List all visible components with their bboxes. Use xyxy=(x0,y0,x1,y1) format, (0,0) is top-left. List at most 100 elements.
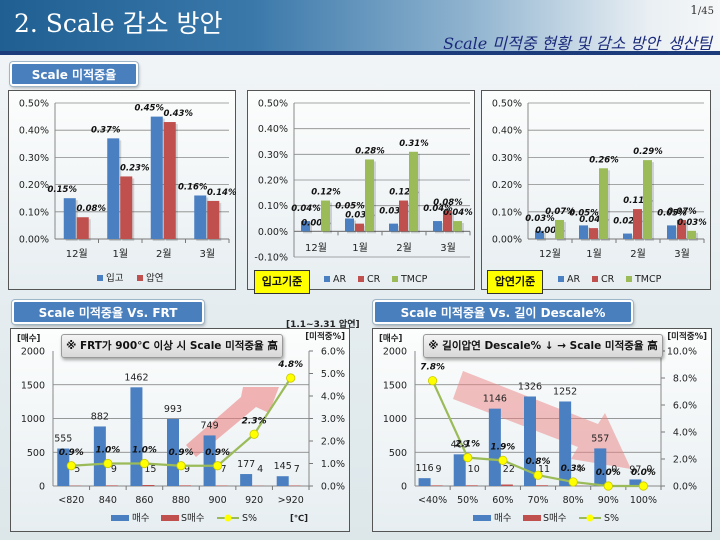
count-label: 882 xyxy=(91,411,109,422)
y-tick-label: 0.00% xyxy=(19,235,49,246)
rate-marker xyxy=(603,481,613,491)
data-label: 0.16% xyxy=(178,182,208,192)
s-count-label: 7 xyxy=(294,464,300,475)
count-label: 116 xyxy=(416,463,434,474)
bar xyxy=(365,159,374,232)
y-tick-label: 0.40% xyxy=(492,126,522,137)
x-category-label: 900 xyxy=(209,495,227,506)
s-count-label: 22 xyxy=(503,464,515,475)
frt-note: ※ FRT가 900℃ 이상 시 Scale 미적중율 高 xyxy=(61,334,283,358)
y-right-tick: 4.0% xyxy=(321,392,345,403)
s-count-label: 4 xyxy=(257,464,263,475)
y-right-tick: 6.0% xyxy=(673,401,697,412)
data-label: 0.12% xyxy=(389,188,419,198)
bar xyxy=(399,200,408,232)
legend-label: S% xyxy=(604,513,619,524)
rate-label: 7.8% xyxy=(420,363,445,373)
bar xyxy=(555,219,564,239)
count-label: 177 xyxy=(237,459,255,470)
legend-marker xyxy=(224,514,232,522)
rate-label: 4.8% xyxy=(277,360,303,370)
y-right-tick: 8.0% xyxy=(673,374,697,385)
rate-marker xyxy=(286,373,296,383)
y-tick-label: 0.30% xyxy=(258,150,288,161)
bar xyxy=(535,230,544,239)
data-label: 0.07% xyxy=(667,207,697,217)
y-tick-label: 0.20% xyxy=(258,176,288,187)
count-label: 749 xyxy=(201,420,219,431)
data-label: 0.15% xyxy=(48,185,78,195)
y-right-tick: 2.0% xyxy=(321,437,345,448)
y-left-tick: 0 xyxy=(401,482,407,493)
x-unit-label: [℃] xyxy=(290,514,308,524)
data-label: 0.28% xyxy=(355,146,385,156)
y-tick-label: -0.10% xyxy=(254,253,288,264)
count-label: 1326 xyxy=(518,381,542,392)
legend-label: S매수 xyxy=(181,513,205,524)
bar-count xyxy=(167,418,179,486)
legend-label: S% xyxy=(242,513,257,524)
chart-panel-receiving: -0.10% 0.00% 0.10% 0.20% 0.30% 0.40% 0.50% 12월 0… xyxy=(247,90,475,294)
bar xyxy=(194,195,207,239)
y-right-tick: 10.0% xyxy=(667,347,697,358)
y-left-tick: 0 xyxy=(39,482,45,493)
x-category-label: 880 xyxy=(172,495,190,506)
y-tick-label: 0.30% xyxy=(19,153,49,164)
count-label: 1252 xyxy=(553,386,577,397)
y-tick-label: 0.40% xyxy=(19,126,49,137)
right-axis-label: [미적중%] xyxy=(305,331,345,342)
x-category-label: 80% xyxy=(563,495,584,506)
bar-count xyxy=(488,408,501,486)
count-label: 557 xyxy=(591,433,609,444)
y-right-tick: 1.0% xyxy=(321,459,345,470)
rate-marker xyxy=(498,455,508,465)
bar xyxy=(433,221,442,232)
legend-swatch xyxy=(97,275,103,281)
legend-label: AR xyxy=(567,274,580,285)
x-category-label: 50% xyxy=(457,495,478,506)
chart-panel-frt: [매수] [미적중%] 0 500 1000 1500 2000 0.0% 1.0% 2.0% 3.… xyxy=(10,328,350,532)
data-label: 0.08% xyxy=(433,198,463,208)
rate-marker xyxy=(66,461,76,471)
x-category-label: 920 xyxy=(245,495,263,506)
x-category-label: 1월 xyxy=(586,248,602,260)
count-label: 145 xyxy=(274,461,292,472)
y-left-tick: 1500 xyxy=(383,380,407,391)
rate-label: 0.9% xyxy=(169,448,194,458)
bar xyxy=(163,122,176,239)
y-right-tick: 0.0% xyxy=(673,482,697,493)
x-category-label: 3월 xyxy=(674,248,690,260)
x-category-label: 2월 xyxy=(396,242,412,254)
y-tick-label: 0.50% xyxy=(19,99,49,110)
data-label: 0.23% xyxy=(120,163,150,173)
count-label: 1462 xyxy=(124,372,148,383)
data-label: 0.43% xyxy=(164,109,194,119)
data-label: 0.07% xyxy=(545,207,575,217)
count-label: 469 xyxy=(451,439,469,450)
rate-label: 1.0% xyxy=(132,446,157,456)
data-label: 0.04% xyxy=(443,208,473,218)
chart-panel-descale: [매수] [미적중%] 0 500 1000 1500 2000 0.0% 2.0% 4.0% 6.… xyxy=(372,328,712,532)
rate-marker xyxy=(638,481,649,491)
x-category-label: 12월 xyxy=(305,242,327,254)
legend-swatch xyxy=(324,276,330,282)
legend-label: AR xyxy=(333,274,346,285)
bar xyxy=(443,210,452,232)
y-right-tick: 5.0% xyxy=(321,369,345,380)
y-tick-label: 0.20% xyxy=(19,180,49,191)
rate-label: 1.9% xyxy=(490,442,515,452)
x-category-label: 3월 xyxy=(199,248,215,260)
data-label: 0.08% xyxy=(77,204,107,214)
legend-swatch xyxy=(473,515,491,521)
chart-panel-monthly: 0.00% 0.10% 0.20% 0.30% 0.40% 0.50% 12월 0.15% 0.… xyxy=(8,90,237,290)
x-category-label: 860 xyxy=(135,495,153,506)
bar xyxy=(301,221,310,232)
legend-label: CR xyxy=(601,274,615,285)
data-label: 0.00% xyxy=(301,218,331,228)
bar xyxy=(633,209,642,239)
data-label: 0.04% xyxy=(579,215,609,225)
s-count-label: 0 xyxy=(611,464,617,475)
legend-swatch xyxy=(523,515,541,521)
x-category-label: 12월 xyxy=(539,248,561,260)
x-category-label: 2월 xyxy=(630,248,646,260)
